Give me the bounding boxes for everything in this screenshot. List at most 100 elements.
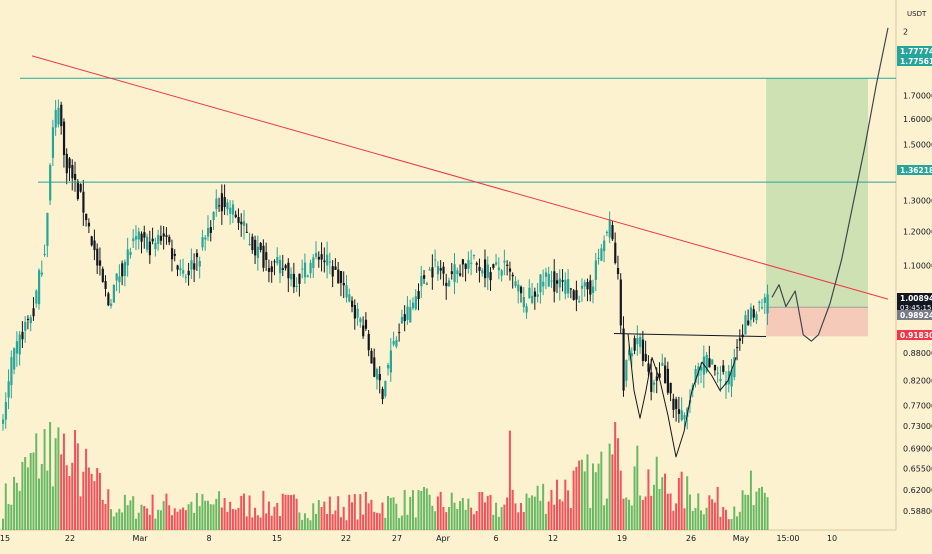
candle-body xyxy=(96,248,99,266)
candle xyxy=(43,244,46,257)
volume-bar xyxy=(204,500,207,530)
candle-body xyxy=(733,357,736,378)
candle-body xyxy=(600,248,603,261)
candle-body xyxy=(331,266,334,277)
candle-body xyxy=(151,238,154,242)
candle-body xyxy=(644,353,647,362)
candle-body xyxy=(406,306,409,320)
candle xyxy=(123,259,127,287)
candle xyxy=(101,266,104,283)
price-tag xyxy=(897,310,932,320)
candle xyxy=(544,267,548,290)
candle-body xyxy=(572,290,575,301)
candle-body xyxy=(497,267,501,271)
volume-bar xyxy=(323,501,326,530)
candle-body xyxy=(351,300,354,307)
candle-body xyxy=(558,278,561,288)
candle xyxy=(450,262,453,280)
candle-body xyxy=(198,260,201,267)
volume-bar xyxy=(198,506,201,530)
volume-bar xyxy=(727,519,730,530)
candle xyxy=(68,157,71,181)
candle xyxy=(625,359,628,388)
candle-body xyxy=(605,231,609,233)
volume-bar xyxy=(301,519,304,530)
candle xyxy=(140,231,143,254)
x-tick-label: 10 xyxy=(827,534,837,543)
volume-bar xyxy=(65,465,68,530)
candle xyxy=(464,263,467,282)
volume-bar xyxy=(121,512,124,530)
candle xyxy=(353,299,356,330)
candle xyxy=(206,215,210,241)
volume-bar xyxy=(403,490,406,530)
volume-bar xyxy=(154,518,157,530)
candle-body xyxy=(536,294,539,297)
candle-body xyxy=(628,349,631,356)
candle xyxy=(411,297,415,311)
candle xyxy=(292,262,296,294)
candle-body xyxy=(434,259,437,261)
volume-bar xyxy=(387,495,390,530)
candle xyxy=(82,180,85,226)
candle xyxy=(326,241,329,279)
volume-bar xyxy=(176,511,179,530)
candle-body xyxy=(700,366,703,371)
volume-bar xyxy=(594,472,597,530)
volume-bar xyxy=(279,516,281,530)
volume-bar xyxy=(389,497,392,530)
candle xyxy=(24,316,27,343)
volume-bar xyxy=(669,493,672,530)
volume-bar xyxy=(381,502,384,530)
candle xyxy=(730,359,733,398)
candle-body xyxy=(730,369,733,387)
candle xyxy=(13,347,16,375)
candle xyxy=(134,225,138,251)
candle-body xyxy=(531,295,534,303)
candle xyxy=(724,371,728,399)
candle-body xyxy=(237,216,240,223)
volume-bar xyxy=(90,473,93,530)
candle-body xyxy=(7,381,10,398)
candle xyxy=(711,358,714,365)
candle-body xyxy=(182,270,185,274)
candle xyxy=(112,284,115,303)
volume-bar xyxy=(392,497,395,530)
volume-bar xyxy=(337,496,340,530)
candle-body xyxy=(362,325,365,337)
x-tick-label: 15:00 xyxy=(776,534,799,543)
candle-body xyxy=(747,320,750,325)
volume-bar xyxy=(79,496,82,530)
x-tick-label: Mar xyxy=(132,534,148,543)
candle xyxy=(165,227,168,245)
candle-body xyxy=(134,236,138,240)
volume-bar xyxy=(436,496,439,530)
volume-bar xyxy=(603,505,606,530)
candle-body xyxy=(290,273,293,280)
candle xyxy=(76,179,79,201)
candle-body xyxy=(220,193,224,212)
volume-bar xyxy=(691,510,694,530)
candle-body xyxy=(664,365,667,384)
volume-bar xyxy=(578,460,581,530)
candle xyxy=(298,273,301,297)
candle-body xyxy=(417,290,420,299)
candle xyxy=(486,256,489,290)
candle-body xyxy=(736,347,739,349)
candle xyxy=(259,241,262,253)
volume-bar xyxy=(547,501,550,530)
candle xyxy=(26,315,30,330)
volume-bar xyxy=(262,490,265,530)
candle xyxy=(162,226,165,250)
candle-body xyxy=(40,272,43,275)
candle xyxy=(98,247,102,276)
candle-body xyxy=(270,266,273,273)
candle-body xyxy=(284,265,287,269)
volume-bar xyxy=(461,497,464,530)
candle-body xyxy=(453,264,456,283)
volume-bar xyxy=(54,438,57,530)
candle-body xyxy=(254,239,257,256)
candle xyxy=(519,285,523,303)
